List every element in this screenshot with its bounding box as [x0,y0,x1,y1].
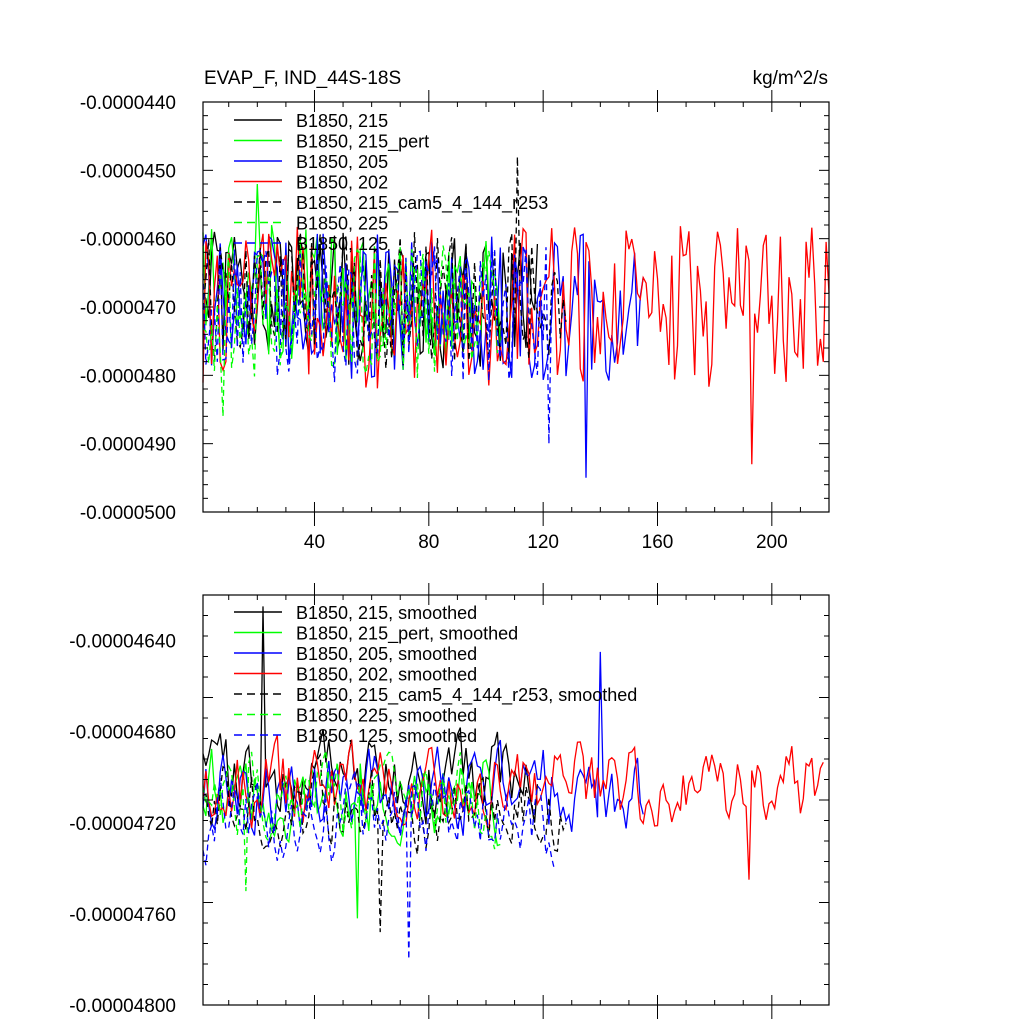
y-tick-label: -0.00004800 [69,996,176,1017]
y-tick-label: -0.0000470 [80,298,176,319]
series-line [202,226,830,465]
x-tick-label: 40 [304,532,325,553]
legend-label: B1850, 215_cam5_4_144_r253, smoothed [296,685,637,706]
legend-label: B1850, 215_cam5_4_144_r253 [296,193,548,214]
ticks-layer: -0.00004640 -0.00004680 -0.00004720 -0.0000… [69,583,830,1019]
y-tick-label: -0.0000490 [80,435,176,456]
y-tick-label: -0.00004640 [69,632,176,653]
legend-label: B1850, 205 [296,152,388,172]
top-panel: EVAP_F, IND_44S-18S kg/m^2/s 40 80 120 160 2… [80,68,830,553]
x-tick-label: 160 [642,532,674,553]
x-tick-label: 200 [756,532,788,553]
series-line [202,752,567,933]
legend-label: B1850, 202, smoothed [296,665,477,685]
y-tick-label: -0.0000500 [80,503,176,524]
bottom-panel: -0.00004640 -0.00004680 -0.00004720 -0.0000… [69,583,830,1019]
x-tick-label: 80 [418,532,439,553]
legend-label: B1850, 215, smoothed [296,603,477,623]
y-tick-label: -0.00004760 [69,905,176,926]
legend-label: B1850, 215 [296,111,388,131]
series-line [202,156,567,369]
legend-label: B1850, 225, smoothed [296,706,477,726]
ticks-layer: 40 80 120 160 200 -0.0000440 -0.0000450 -0.0000… [80,90,830,553]
series-line [202,770,556,960]
panel-units: kg/m^2/s [753,68,828,89]
y-tick-label: -0.00004720 [69,814,176,835]
y-tick-label: -0.00004680 [69,723,176,744]
legend-label: B1850, 215_pert, smoothed [296,624,518,645]
legend-label: B1850, 125 [296,234,388,254]
legend-label: B1850, 125, smoothed [296,726,477,746]
y-tick-label: -0.0000460 [80,230,176,251]
series-layer [202,606,824,960]
series-line [202,245,499,417]
legend-label: B1850, 205, smoothed [296,644,477,664]
y-tick-label: -0.0000440 [80,93,176,114]
legend-label: B1850, 202 [296,173,388,193]
series-line [202,734,824,880]
legend-label: B1850, 225 [296,214,388,234]
y-tick-label: -0.0000450 [80,161,176,182]
series-layer [202,156,830,478]
series-line [202,246,556,444]
panel-title-left: EVAP_F, IND_44S-18S [204,68,401,89]
y-tick-label: -0.0000480 [80,366,176,387]
legend-label: B1850, 215_pert [296,132,429,153]
x-tick-label: 120 [527,532,559,553]
